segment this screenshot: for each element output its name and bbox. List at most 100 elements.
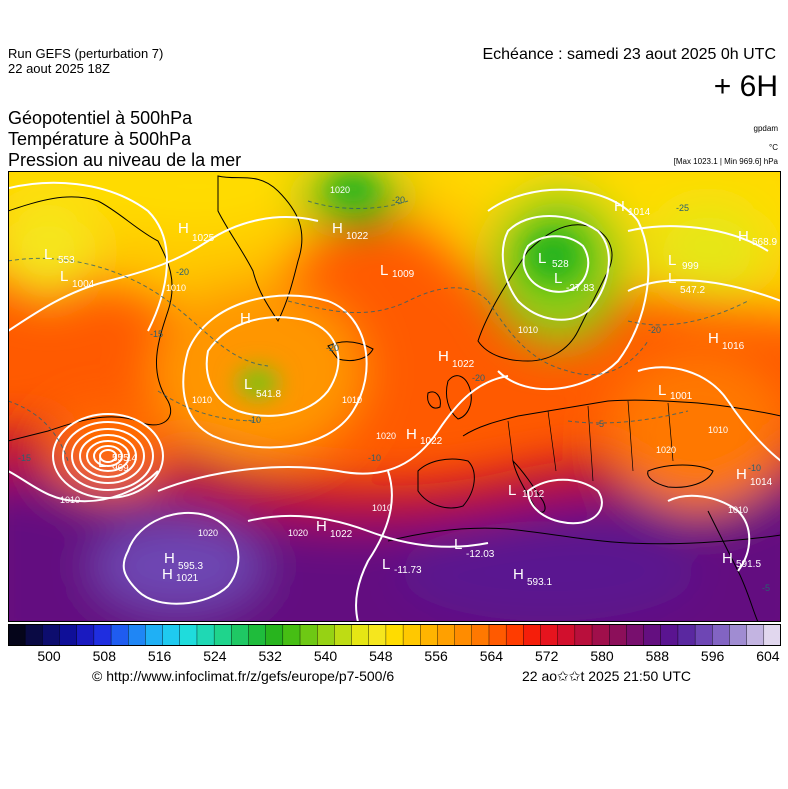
isobar-label: 1020 [198,528,218,538]
coastlines [8,175,781,622]
colorbar-cell [179,624,198,646]
high-marker: H [722,550,733,567]
low-value: -11.73 [394,565,422,576]
colorbar-cell [505,624,525,646]
colorbar-tick-label: 572 [535,648,559,664]
colorbar-cell [231,624,250,646]
colorbar-cell [317,624,336,646]
low-value: 555.4 [112,453,137,464]
lead-time: + 6H [713,70,778,103]
colorbar-cell [660,624,679,646]
high-value: 1022 [346,231,369,242]
isotherm-label: -20 [472,373,485,383]
weather-map: H 1025 H 1022 H H 1022 H 1022 H 1022 H 595.3 H… [8,171,781,622]
high-value: 1014 [750,477,773,488]
colorbar-cell [746,624,765,646]
colorbar-tick-label: 596 [700,648,725,664]
low-marker: L [44,246,52,263]
colorbar-cell [128,624,147,646]
colorbar-cell [282,624,301,646]
isotherm-label: -5 [596,419,604,429]
isobar-label: 1010 [708,425,728,435]
colorbar-cell [248,624,267,646]
isotherm-label: -10 [248,415,261,425]
colorbar-tick-label: 604 [756,648,780,664]
high-marker: H [162,566,173,583]
low-value: 553 [58,255,75,266]
colorbar-cell [626,624,645,646]
title-mslp: Pression au niveau de la mer [8,150,242,170]
isotherms [8,200,749,462]
low-value: 1001 [670,391,693,402]
isobar-label: 1010 [192,395,212,405]
high-value: 1014 [628,207,651,218]
colorbar-cell [93,624,112,646]
high-marker: H [240,310,251,327]
colorbar-cell [574,624,593,646]
colorbar-cell [59,624,78,646]
low-marker: L [60,268,68,285]
colorbar-tick-label: 524 [203,648,227,664]
low-value: 528 [552,259,569,270]
low-marker: L [244,376,252,393]
colorbar-cell [24,624,44,646]
low-marker: L [668,270,676,287]
isotherm-label: -20 [392,195,405,205]
unit-geopotential: gpdam [753,124,778,133]
low-value: 1004 [72,279,95,290]
colorbar-cell [694,624,714,646]
high-value: 1022 [330,529,353,540]
isotherm-label: -20 [176,267,189,277]
isotherm-label: -20 [648,325,661,335]
colorbar-cell [8,624,26,646]
isobar-label: 1020 [288,528,308,538]
colorbar-cell [110,624,130,646]
low-marker: L [538,250,546,267]
high-value: 1021 [176,573,199,584]
colorbar-cell [677,624,696,646]
colorbar-tick-label: 588 [645,648,669,664]
high-marker: H [438,348,449,365]
isobar-label: 1010 [60,495,80,505]
high-marker: H [738,228,749,245]
high-value: 568.9 [752,237,777,248]
isotherm-label: -20 [326,343,339,353]
colorbar-cell [609,624,628,646]
low-value: 1012 [522,489,545,500]
high-marker: H [513,566,524,583]
high-marker: H [332,220,343,237]
isobar-label: 1010 [342,395,362,405]
isobar-label: 1010 [518,325,538,335]
low-value: -12.03 [466,549,495,560]
unit-temperature: °C [769,143,778,152]
credit-link[interactable]: © http://www.infoclimat.fr/z/gefs/europe… [92,668,395,684]
isobar-label: 1020 [376,431,396,441]
high-marker: H [178,220,189,237]
colorbar-cell [299,624,318,646]
colorbar-cell [540,624,559,646]
run-name: Run GEFS (perturbation 7) [8,46,164,61]
valid-time: Echéance : samedi 23 aout 2025 0h UTC [482,46,776,63]
colorbar-cell [196,624,215,646]
colorbar [8,624,781,646]
colorbar-cell [162,624,181,646]
colorbar-cell [351,624,370,646]
high-value: 1022 [452,359,475,370]
low-marker: L [380,262,388,279]
colorbar-tick-label: 516 [147,648,172,664]
colorbar-cell [334,624,353,646]
colorbar-cell [385,624,404,646]
colorbar-cell [213,624,233,646]
high-value: 591.5 [736,559,761,570]
isotherm-label: -15 [150,329,163,339]
low-marker: L [98,454,106,471]
low-marker: L [658,382,666,399]
colorbar-cell [591,624,611,646]
run-date: 22 aout 2025 18Z [8,61,110,76]
colorbar-tick-label: 548 [369,648,393,664]
colorbar-cell [402,624,422,646]
colorbar-cell [437,624,456,646]
low-value: 1009 [392,269,415,280]
low-marker: L [454,536,462,553]
